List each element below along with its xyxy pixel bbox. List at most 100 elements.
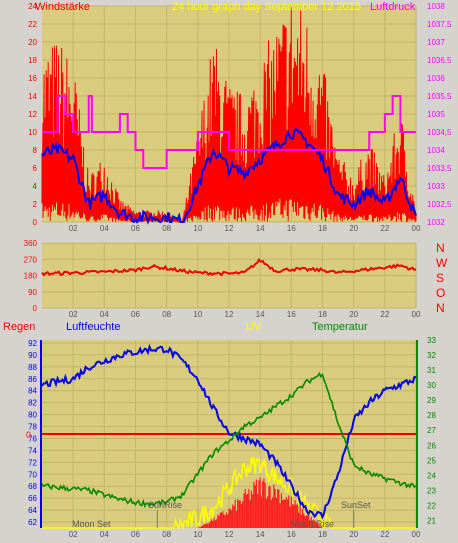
direction-y-tick: 0 bbox=[33, 304, 38, 313]
annotation-moon-rise: Moon Rise bbox=[291, 519, 334, 529]
temperature-y-tick: 23 bbox=[427, 486, 436, 495]
temperature-y-tick: 29 bbox=[427, 396, 436, 405]
wind-left-label: Windstärke bbox=[35, 1, 90, 13]
x-tick-label: 18 bbox=[318, 530, 327, 539]
x-tick-label: 20 bbox=[349, 224, 358, 233]
x-tick-label: 14 bbox=[256, 224, 265, 233]
x-tick-label: 12 bbox=[225, 224, 234, 233]
x-tick-label: 04 bbox=[100, 530, 109, 539]
x-tick-label: 10 bbox=[193, 310, 202, 319]
pressure-y-tick: 1035,5 bbox=[427, 92, 452, 101]
humidity-y-tick: 62 bbox=[28, 518, 37, 527]
pressure-y-tick: 1037 bbox=[427, 38, 445, 47]
wind-y-tick: 20 bbox=[28, 38, 37, 47]
direction-y-tick: 360 bbox=[24, 239, 38, 248]
pressure-y-tick: 1036,5 bbox=[427, 56, 452, 65]
pressure-y-tick: 1032 bbox=[427, 218, 445, 227]
humidity-y-tick: 74 bbox=[28, 446, 37, 455]
annotation-sunset: SunSet bbox=[341, 500, 371, 510]
pressure-y-tick: 1034,5 bbox=[427, 128, 452, 137]
direction-y-tick: 180 bbox=[24, 272, 38, 281]
humidity-y-tick: 68 bbox=[28, 482, 37, 491]
wind-average-series bbox=[41, 127, 417, 225]
temperature-y-tick: 31 bbox=[427, 366, 436, 375]
x-tick-label: 12 bbox=[225, 530, 234, 539]
humidity-y-tick: 64 bbox=[28, 506, 37, 515]
x-tick-label: 18 bbox=[318, 224, 327, 233]
humidity-y-tick: 66 bbox=[28, 494, 37, 503]
temperature-y-tick: 28 bbox=[427, 411, 436, 420]
x-tick-label: 00 bbox=[412, 310, 421, 319]
temperature-y-tick: 32 bbox=[427, 351, 436, 360]
wind-y-tick: 4 bbox=[33, 182, 38, 191]
compass-label: S bbox=[436, 271, 444, 285]
pressure-y-tick: 1036 bbox=[427, 74, 445, 83]
annotation-sunrise: SunRise bbox=[148, 500, 182, 510]
legend-humidity: Luftfeuchte bbox=[66, 321, 120, 333]
compass-label: N bbox=[436, 241, 445, 255]
x-tick-label: 06 bbox=[131, 530, 140, 539]
temperature-y-tick: 25 bbox=[427, 456, 436, 465]
x-tick-label: 10 bbox=[193, 224, 202, 233]
x-tick-label: 22 bbox=[380, 530, 389, 539]
x-tick-label: 08 bbox=[162, 310, 171, 319]
legend-temperature: Temperatur bbox=[312, 321, 368, 333]
humidity-y-tick: 72 bbox=[28, 458, 37, 467]
pressure-y-tick: 1038 bbox=[427, 2, 445, 11]
wind-y-tick: 16 bbox=[28, 74, 37, 83]
pressure-y-tick: 1034 bbox=[427, 146, 445, 155]
pressure-series bbox=[42, 95, 416, 169]
x-tick-label: 16 bbox=[287, 530, 296, 539]
compass-label: N bbox=[436, 301, 445, 315]
humidity-y-tick: 90 bbox=[28, 351, 37, 360]
pressure-y-tick: 1037,5 bbox=[427, 20, 452, 29]
x-tick-label: 12 bbox=[225, 310, 234, 319]
legend-uv: UV bbox=[246, 321, 262, 333]
direction-y-tick: 90 bbox=[28, 288, 37, 297]
temperature-y-tick: 27 bbox=[427, 426, 436, 435]
rain-axis-tick: 0 bbox=[26, 430, 31, 440]
wind-direction-series bbox=[41, 258, 417, 277]
x-tick-label: 22 bbox=[380, 224, 389, 233]
humidity-y-tick: 88 bbox=[28, 363, 37, 372]
temperature-y-tick: 33 bbox=[427, 336, 436, 345]
pressure-y-tick: 1033 bbox=[427, 182, 445, 191]
x-tick-label: 06 bbox=[131, 224, 140, 233]
wind-right-label: Luftdruck bbox=[370, 1, 416, 13]
wind-y-tick: 0 bbox=[33, 218, 38, 227]
temperature-series bbox=[41, 371, 417, 508]
x-tick-label: 08 bbox=[162, 224, 171, 233]
humidity-y-tick: 70 bbox=[28, 470, 37, 479]
wind-y-tick: 8 bbox=[33, 146, 38, 155]
wind-y-tick: 12 bbox=[28, 110, 37, 119]
x-tick-label: 00 bbox=[412, 224, 421, 233]
temperature-y-tick: 24 bbox=[427, 471, 436, 480]
x-tick-label: 16 bbox=[287, 310, 296, 319]
x-tick-label: 06 bbox=[131, 310, 140, 319]
temperature-y-tick: 21 bbox=[427, 516, 436, 525]
x-tick-label: 10 bbox=[193, 530, 202, 539]
temperature-y-tick: 26 bbox=[427, 441, 436, 450]
wind-y-tick: 14 bbox=[28, 92, 37, 101]
x-tick-label: 20 bbox=[349, 310, 358, 319]
humidity-y-tick: 92 bbox=[28, 339, 37, 348]
humidity-series bbox=[41, 343, 417, 520]
wind-y-tick: 6 bbox=[33, 164, 38, 173]
x-tick-label: 04 bbox=[100, 310, 109, 319]
direction-y-tick: 270 bbox=[24, 255, 38, 264]
pressure-y-tick: 1033,5 bbox=[427, 164, 452, 173]
wind-y-tick: 24 bbox=[28, 2, 37, 11]
x-tick-label: 08 bbox=[162, 530, 171, 539]
pressure-y-tick: 1032,5 bbox=[427, 200, 452, 209]
humidity-y-tick: 78 bbox=[28, 423, 37, 432]
x-tick-label: 02 bbox=[69, 224, 78, 233]
x-tick-label: 14 bbox=[256, 310, 265, 319]
humidity-y-tick: 82 bbox=[28, 399, 37, 408]
x-tick-label: 18 bbox=[318, 310, 327, 319]
wind-y-tick: 22 bbox=[28, 20, 37, 29]
x-tick-label: 04 bbox=[100, 224, 109, 233]
compass-label: W bbox=[436, 256, 448, 270]
temperature-y-tick: 30 bbox=[427, 381, 436, 390]
